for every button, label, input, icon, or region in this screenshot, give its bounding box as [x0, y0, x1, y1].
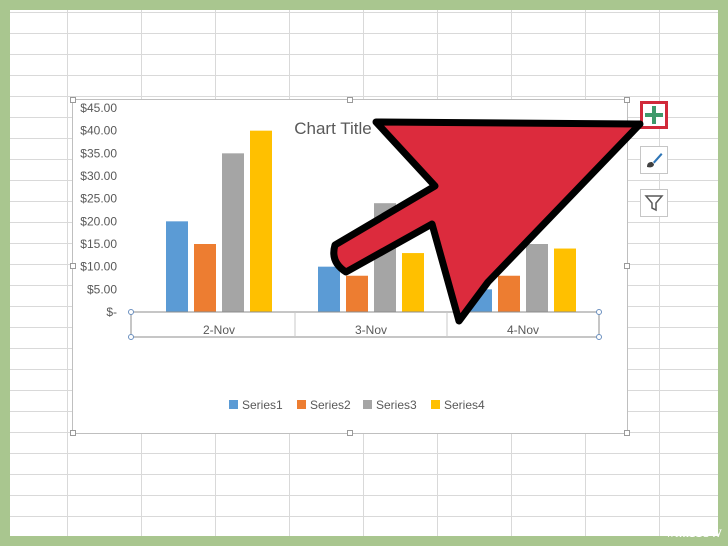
bar-series4-4-nov: [554, 248, 576, 312]
chart-elements-button[interactable]: [640, 101, 668, 129]
legend-swatch-series3: [363, 400, 372, 409]
x-tick-label: 3-Nov: [355, 323, 387, 337]
bar-series2-4-nov: [498, 275, 520, 312]
legend-swatch-series4: [431, 400, 440, 409]
bar-series4-2-nov: [250, 130, 272, 312]
chart-resize-handle[interactable]: [624, 430, 630, 436]
chart-area[interactable]: Chart Title $- $5.00 $10.00 $15.00 $20.00 $25.…: [70, 97, 630, 436]
y-tick-label: $45.00: [80, 101, 117, 115]
axis-selection-handle: [128, 334, 134, 340]
chart-resize-handle[interactable]: [624, 97, 630, 103]
wikihow-watermark: wikiHow: [665, 524, 722, 542]
legend-label-series2: Series2: [310, 398, 351, 412]
legend-label-series4: Series4: [444, 398, 485, 412]
y-tick-label: $15.00: [80, 237, 117, 251]
plus-icon: [645, 106, 663, 124]
chart-filters-button[interactable]: [640, 189, 668, 217]
legend-swatch-series2: [297, 400, 306, 409]
legend-label-series3: Series3: [376, 398, 417, 412]
bar-series3-3-nov: [374, 203, 396, 312]
legend-swatch-series1: [229, 400, 238, 409]
axis-selection-handle: [596, 334, 602, 340]
chart-resize-handle[interactable]: [70, 97, 76, 103]
bar-series1-3-nov: [318, 266, 340, 312]
brush-icon: [647, 153, 663, 168]
bar-series1-2-nov: [166, 221, 188, 312]
y-tick-label: $10.00: [80, 260, 117, 274]
axis-selection-handle: [596, 309, 602, 315]
bar-series3-2-nov: [222, 153, 244, 312]
chart-resize-handle[interactable]: [70, 263, 76, 269]
watermark-prefix: wiki: [665, 525, 690, 540]
legend-label-series1: Series1: [242, 398, 283, 412]
bar-series2-3-nov: [346, 275, 368, 312]
filter-icon: [644, 195, 664, 212]
y-tick-label: $40.00: [80, 124, 117, 138]
chart-resize-handle[interactable]: [347, 97, 353, 103]
bar-series1-4-nov: [470, 289, 492, 312]
y-tick-label: $-: [106, 305, 117, 319]
chart-styles-button[interactable]: [640, 146, 668, 174]
x-tick-label: 4-Nov: [507, 323, 539, 337]
x-tick-label: 2-Nov: [203, 323, 235, 337]
y-tick-label: $20.00: [80, 214, 117, 228]
y-tick-label: $30.00: [80, 169, 117, 183]
axis-selection-handle: [128, 309, 134, 315]
chart-title: Chart Title: [294, 119, 371, 138]
chart-resize-handle[interactable]: [70, 430, 76, 436]
chart-resize-handle[interactable]: [347, 430, 353, 436]
watermark-suffix: How: [689, 524, 722, 541]
y-tick-label: $25.00: [80, 192, 117, 206]
bar-chart: Chart Title $- $5.00 $10.00 $15.00 $20.00 $25.…: [80, 101, 602, 412]
y-tick-label: $5.00: [87, 282, 117, 296]
y-tick-label: $35.00: [80, 146, 117, 160]
chart-resize-handle[interactable]: [624, 263, 630, 269]
bar-series4-3-nov: [402, 253, 424, 312]
bar-series3-4-nov: [526, 244, 548, 312]
bar-series2-2-nov: [194, 244, 216, 312]
